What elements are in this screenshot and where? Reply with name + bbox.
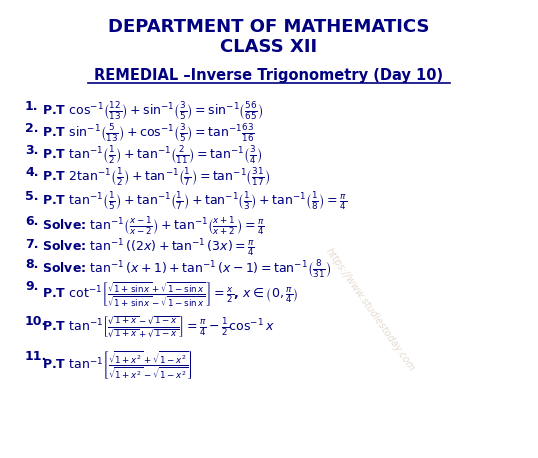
Text: 11.: 11.	[25, 350, 47, 363]
Text: P.T $\cos^{-1}\!\left(\frac{12}{13}\right)+\sin^{-1}\!\left(\frac{3}{5}\right)=\: P.T $\cos^{-1}\!\left(\frac{12}{13}\righ…	[42, 100, 263, 122]
Text: 7.: 7.	[25, 238, 39, 251]
Text: 9.: 9.	[25, 280, 38, 293]
Text: P.T $\tan^{-1}\!\left(\frac{1}{5}\right)+\tan^{-1}\!\left(\frac{1}{7}\right)+\ta: P.T $\tan^{-1}\!\left(\frac{1}{5}\right)…	[42, 190, 347, 212]
Text: 4.: 4.	[25, 166, 39, 179]
Text: P.T $\tan^{-1}\!\left(\frac{1}{2}\right)+\tan^{-1}\!\left(\frac{2}{11}\right)=\t: P.T $\tan^{-1}\!\left(\frac{1}{2}\right)…	[42, 144, 263, 166]
Text: Solve: $\tan^{-1}(x+1)+\tan^{-1}(x-1)=\tan^{-1}\!\left(\frac{8}{31}\right)$: Solve: $\tan^{-1}(x+1)+\tan^{-1}(x-1)=\t…	[42, 258, 331, 280]
Text: 3.: 3.	[25, 144, 38, 157]
Text: https://www.studiestoday.com: https://www.studiestoday.com	[323, 246, 416, 373]
Text: REMEDIAL –Inverse Trigonometry (Day 10): REMEDIAL –Inverse Trigonometry (Day 10)	[95, 68, 443, 83]
Text: P.T $\sin^{-1}\!\left(\frac{5}{13}\right)+\cos^{-1}\!\left(\frac{3}{5}\right)=\t: P.T $\sin^{-1}\!\left(\frac{5}{13}\right…	[42, 122, 254, 144]
Text: 1.: 1.	[25, 100, 39, 113]
Text: P.T $2\tan^{-1}\!\left(\frac{1}{2}\right)+\tan^{-1}\!\left(\frac{1}{7}\right)=\t: P.T $2\tan^{-1}\!\left(\frac{1}{2}\right…	[42, 166, 270, 188]
Text: Solve: $\tan^{-1}\!\left(\frac{x-1}{x-2}\right)+\tan^{-1}\!\left(\frac{x+1}{x+2}: Solve: $\tan^{-1}\!\left(\frac{x-1}{x-2}…	[42, 215, 265, 237]
Text: CLASS XII: CLASS XII	[221, 38, 317, 56]
Text: 2.: 2.	[25, 122, 39, 135]
Text: P.T $\tan^{-1}\!\left[\frac{\sqrt{1+x^2}+\sqrt{1-x^2}}{\sqrt{1+x^2}-\sqrt{1-x^2}: P.T $\tan^{-1}\!\left[\frac{\sqrt{1+x^2}…	[42, 350, 193, 382]
Text: 8.: 8.	[25, 258, 38, 271]
Text: P.T $\tan^{-1}\!\left[\frac{\sqrt{1+x}-\sqrt{1-x}}{\sqrt{1+x}+\sqrt{1-x}}\right]: P.T $\tan^{-1}\!\left[\frac{\sqrt{1+x}-\…	[42, 315, 275, 340]
Text: 5.: 5.	[25, 190, 39, 203]
Text: DEPARTMENT OF MATHEMATICS: DEPARTMENT OF MATHEMATICS	[108, 18, 430, 36]
Text: 6.: 6.	[25, 215, 38, 228]
Text: Solve: $\tan^{-1}((2x)+\tan^{-1}(3x)=\frac{\pi}{4}$: Solve: $\tan^{-1}((2x)+\tan^{-1}(3x)=\fr…	[42, 238, 255, 259]
Text: P.T $\cot^{-1}\!\left[\frac{\sqrt{1+\sin x}+\sqrt{1-\sin x}}{\sqrt{1+\sin x}-\sq: P.T $\cot^{-1}\!\left[\frac{\sqrt{1+\sin…	[42, 280, 298, 309]
Text: 10.: 10.	[25, 315, 47, 328]
